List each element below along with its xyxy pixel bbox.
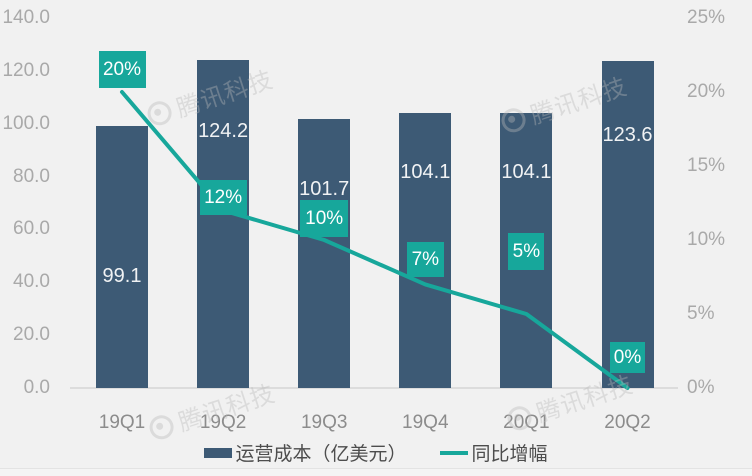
bar xyxy=(601,61,654,388)
left-axis-tick-label: 140.0 xyxy=(2,7,50,28)
bar-value-label: 104.1 xyxy=(400,161,451,183)
right-axis-tick-label: 0% xyxy=(687,377,715,398)
left-axis-tick-label: 20.0 xyxy=(13,324,50,346)
x-axis-category-label: 19Q3 xyxy=(300,412,348,433)
watermark-eye-logo-icon xyxy=(144,97,175,128)
left-axis-tick-label: 80.0 xyxy=(13,165,50,187)
left-axis-tick-label: 40.0 xyxy=(13,271,50,293)
line-point-label: 7% xyxy=(406,242,444,277)
bar-value-label: 104.1 xyxy=(501,161,552,183)
line-series-swatch-icon xyxy=(439,450,468,455)
x-axis-category-label: 19Q2 xyxy=(199,412,247,433)
line-point-label: 20% xyxy=(98,51,146,88)
bottom-border xyxy=(0,468,752,469)
bar-value-label: 101.7 xyxy=(299,178,350,200)
bar-value-label: 123.6 xyxy=(602,124,653,146)
bar-series-swatch-icon xyxy=(204,447,233,458)
legend-label-operating-cost: 运营成本（亿美元） xyxy=(235,444,407,465)
legend-item-yoy-growth: 同比增幅 xyxy=(439,439,548,466)
bar-value-label: 124.2 xyxy=(198,120,249,142)
bar xyxy=(298,119,351,388)
x-axis-category-label: 19Q1 xyxy=(98,412,146,433)
line-point-label: 5% xyxy=(508,233,545,270)
line-point-label: 12% xyxy=(199,180,247,215)
legend-item-operating-cost: 运营成本（亿美元） xyxy=(204,439,407,466)
left-axis-tick-label: 60.0 xyxy=(13,218,50,240)
left-axis-tick-label: 120.0 xyxy=(2,59,50,81)
legend: 运营成本（亿美元） 同比增幅 xyxy=(0,439,752,466)
bar-value-label: 99.1 xyxy=(102,265,142,287)
bottom-strip xyxy=(0,469,752,476)
right-axis-tick-label: 15% xyxy=(687,155,726,176)
right-axis-tick-label: 10% xyxy=(687,229,726,250)
right-axis-tick-label: 5% xyxy=(687,303,715,324)
line-point-label: 0% xyxy=(610,342,645,373)
watermark-eye-logo-icon xyxy=(146,411,177,442)
legend-label-yoy-growth: 同比增幅 xyxy=(471,444,548,465)
x-axis-category-label: 19Q4 xyxy=(402,412,449,433)
right-axis-tick-label: 20% xyxy=(687,81,726,102)
right-axis-tick-label: 25% xyxy=(687,7,726,28)
x-axis-category-label: 20Q2 xyxy=(604,412,651,433)
left-axis-tick-label: 100.0 xyxy=(2,112,50,134)
line-point-label: 10% xyxy=(300,200,349,237)
left-axis-tick-label: 0.0 xyxy=(23,377,50,398)
bar xyxy=(96,126,148,388)
